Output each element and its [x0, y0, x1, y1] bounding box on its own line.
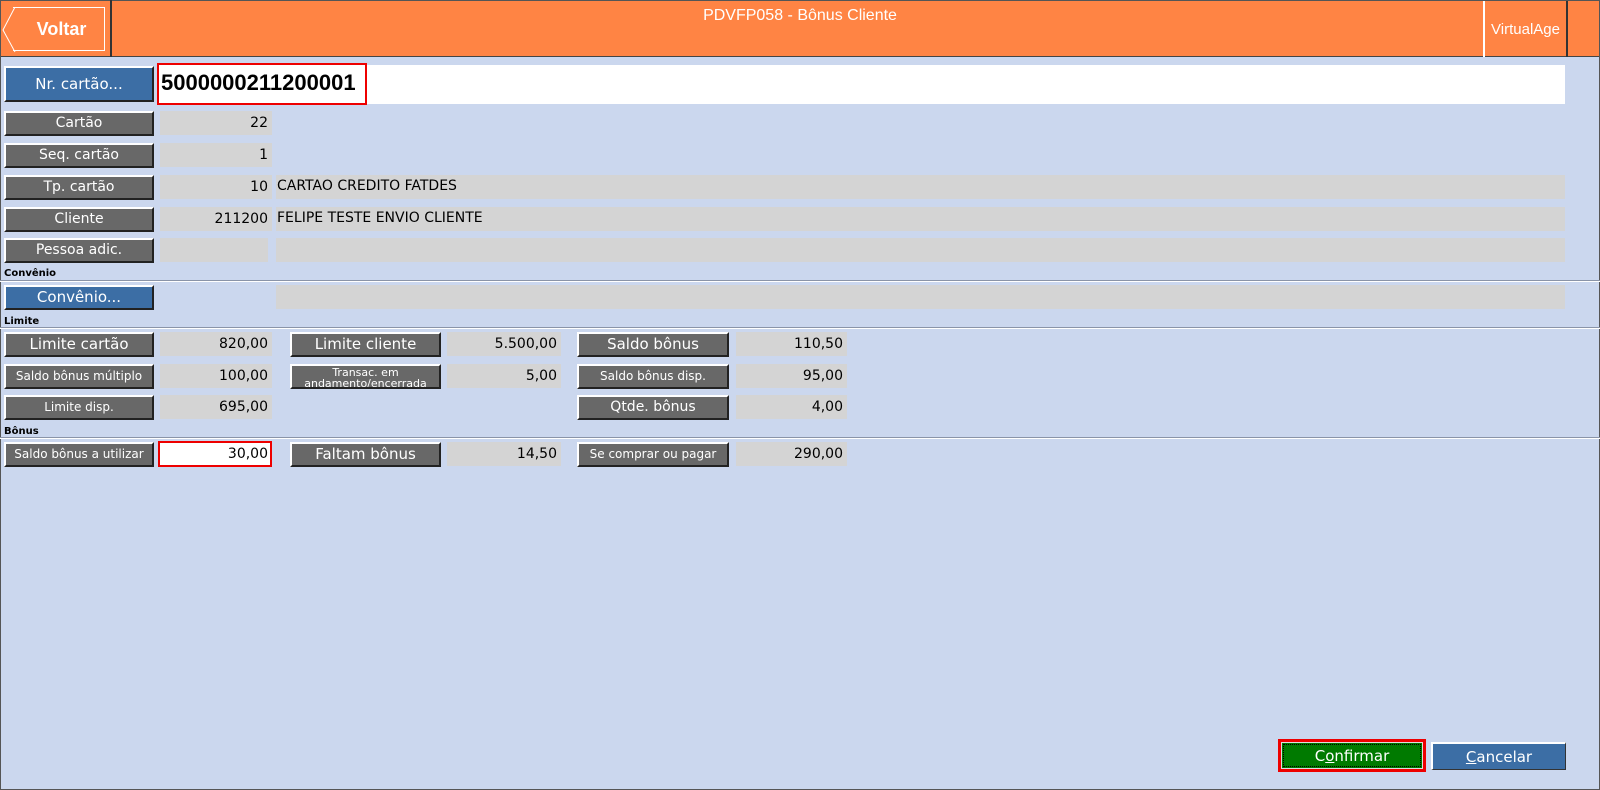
cancel-label: ancelar	[1476, 747, 1533, 766]
page-title: PDVFP058 - Bônus Cliente	[703, 7, 897, 24]
se-comprar-button[interactable]: Se comprar ou pagar	[577, 442, 729, 467]
tp-cartao-desc: CARTAO CREDITO FATDES	[276, 175, 1565, 199]
cancel-accel: C	[1465, 747, 1477, 766]
faltam-bonus-value: 14,50	[447, 442, 561, 466]
saldo-bonus-disp-button[interactable]: Saldo bônus disp.	[577, 364, 729, 389]
saldo-bonus-utilizar-button[interactable]: Saldo bônus a utilizar	[4, 442, 154, 467]
limite-cliente-value: 5.500,00	[447, 332, 561, 356]
card-number-button[interactable]: Nr. cartão...	[4, 66, 154, 102]
seq-cartao-button[interactable]: Seq. cartão	[4, 143, 154, 168]
transac-value: 5,00	[447, 364, 561, 388]
saldo-bonus-multiplo-value: 100,00	[160, 364, 272, 388]
confirm-label-rest: nfirmar	[1334, 746, 1390, 765]
saldo-bonus-multiplo-button[interactable]: Saldo bônus múltiplo	[4, 364, 154, 389]
tp-cartao-button[interactable]: Tp. cartão	[4, 175, 154, 200]
divider	[0, 327, 1600, 329]
section-convenio: Convênio	[4, 268, 57, 279]
limite-cartao-button[interactable]: Limite cartão	[4, 332, 154, 357]
qtde-bonus-button[interactable]: Qtde. bônus	[577, 395, 729, 420]
cartao-button[interactable]: Cartão	[4, 111, 154, 136]
saldo-bonus-button[interactable]: Saldo bônus	[577, 332, 729, 357]
convenio-desc	[276, 285, 1565, 309]
transac-button[interactable]: Transac. em andamento/encerrada	[290, 364, 441, 389]
limite-cliente-button[interactable]: Limite cliente	[290, 332, 441, 357]
chevron-left-icon	[2, 7, 16, 53]
virtualage-button[interactable]: VirtualAge	[1483, 1, 1568, 57]
saldo-bonus-disp-value: 95,00	[736, 364, 847, 388]
section-bonus: Bônus	[4, 426, 39, 437]
card-number-input[interactable]: 5000000211200001	[157, 63, 367, 105]
limite-disp-button[interactable]: Limite disp.	[4, 395, 154, 420]
divider	[0, 437, 1600, 439]
limite-cartao-value: 820,00	[160, 332, 272, 356]
cliente-desc: FELIPE TESTE ENVIO CLIENTE	[276, 207, 1565, 231]
saldo-bonus-value: 110,50	[736, 332, 847, 356]
pessoa-adic-desc	[276, 238, 1565, 262]
back-button[interactable]: Voltar	[2, 0, 112, 57]
back-label: Voltar	[13, 7, 105, 51]
pessoa-adic-value	[160, 238, 268, 262]
section-limite: Limite	[4, 316, 40, 327]
card-number-field-bg	[157, 65, 1565, 104]
se-comprar-value: 290,00	[736, 442, 847, 466]
pessoa-adic-button[interactable]: Pessoa adic.	[4, 238, 154, 263]
header-bar: PDVFP058 - Bônus Cliente	[1, 1, 1599, 57]
faltam-bonus-button[interactable]: Faltam bônus	[290, 442, 441, 467]
cliente-value: 211200	[160, 207, 272, 231]
cartao-value: 22	[160, 111, 272, 135]
seq-cartao-value: 1	[160, 143, 272, 167]
cliente-button[interactable]: Cliente	[4, 207, 154, 232]
limite-disp-value: 695,00	[160, 395, 272, 419]
tp-cartao-value: 10	[160, 175, 272, 199]
confirm-accel: o	[1325, 746, 1335, 765]
qtde-bonus-value: 4,00	[736, 395, 847, 419]
divider	[0, 280, 1600, 282]
confirm-label: C	[1314, 746, 1326, 765]
saldo-bonus-utilizar-input[interactable]: 30,00	[158, 441, 272, 467]
convenio-button[interactable]: Convênio...	[4, 285, 154, 310]
